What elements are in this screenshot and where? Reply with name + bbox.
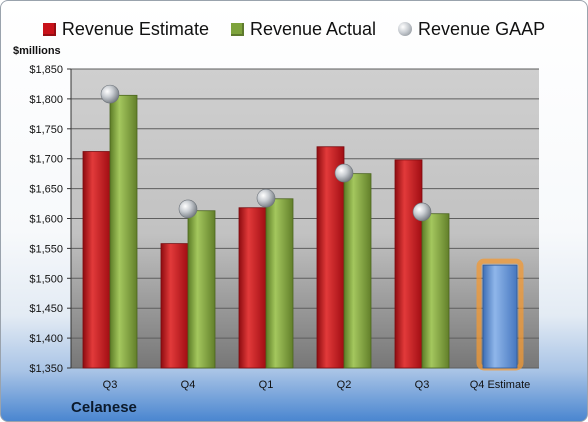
y-tick-label: $1,750	[29, 124, 63, 136]
bar-revenue-estimate	[238, 207, 267, 369]
x-tick-label: Q3	[103, 379, 118, 391]
legend-label-estimate: Revenue Estimate	[61, 18, 209, 39]
y-tick-label: $1,550	[29, 243, 63, 255]
legend-label-gaap: Revenue GAAP	[418, 18, 546, 39]
x-axis-ticks: Q3 Q4 Q1 Q2 Q3 Q4 Estimate	[103, 379, 531, 391]
y-tick-label: $1,600	[29, 214, 63, 226]
y-tick-label: $1,650	[29, 184, 63, 196]
point-revenue-gaap	[178, 199, 198, 219]
bar-revenue-estimate	[82, 151, 111, 369]
x-tick-label: Q3	[415, 379, 430, 391]
point-revenue-gaap	[334, 163, 354, 183]
y-axis-unit-label: $millions	[13, 45, 61, 57]
legend-swatch-gaap	[398, 22, 413, 36]
x-tick-label: Q2	[337, 379, 352, 391]
point-revenue-gaap	[412, 202, 432, 222]
bar-q4-estimate	[482, 264, 518, 369]
bar-revenue-actual	[187, 210, 216, 369]
point-revenue-gaap	[100, 84, 120, 104]
bar-revenue-estimate	[160, 243, 189, 369]
bar-revenue-estimate	[394, 159, 423, 369]
y-tick-label: $1,500	[29, 273, 63, 285]
company-name: Celanese	[71, 399, 137, 416]
y-axis-ticks: $1,350 $1,400 $1,450 $1,500 $1,550 $1,600 $1,6…	[29, 64, 72, 375]
legend-label-actual: Revenue Actual	[249, 18, 377, 39]
legend-item-gaap: Revenue GAAP	[398, 19, 545, 40]
x-tick-label: Q1	[259, 379, 274, 391]
bar-revenue-actual	[109, 94, 138, 369]
legend-swatch-estimate	[42, 22, 56, 36]
bar-revenue-actual	[265, 198, 294, 369]
y-tick-label: $1,400	[29, 333, 63, 345]
bar-revenue-actual	[343, 173, 372, 369]
x-tick-label: Q4	[181, 379, 196, 391]
y-tick-label: $1,350	[29, 363, 63, 375]
y-tick-label: $1,700	[29, 154, 63, 166]
bar-revenue-estimate	[316, 146, 345, 369]
y-tick-label: $1,450	[29, 303, 63, 315]
bar-revenue-actual	[421, 213, 450, 369]
gridlines	[71, 68, 539, 369]
y-tick-label: $1,800	[29, 94, 63, 106]
y-tick-label: $1,850	[29, 64, 63, 76]
gaap-points	[100, 84, 432, 222]
legend-item-estimate: Revenue Estimate	[42, 18, 209, 40]
x-tick-label: Q4 Estimate	[470, 379, 531, 391]
point-revenue-gaap	[256, 188, 276, 208]
legend-item-actual: Revenue Actual	[230, 18, 377, 40]
legend: Revenue Estimate Revenue Actual Revenue …	[1, 15, 587, 43]
bars	[82, 94, 524, 371]
legend-swatch-actual	[230, 22, 244, 36]
